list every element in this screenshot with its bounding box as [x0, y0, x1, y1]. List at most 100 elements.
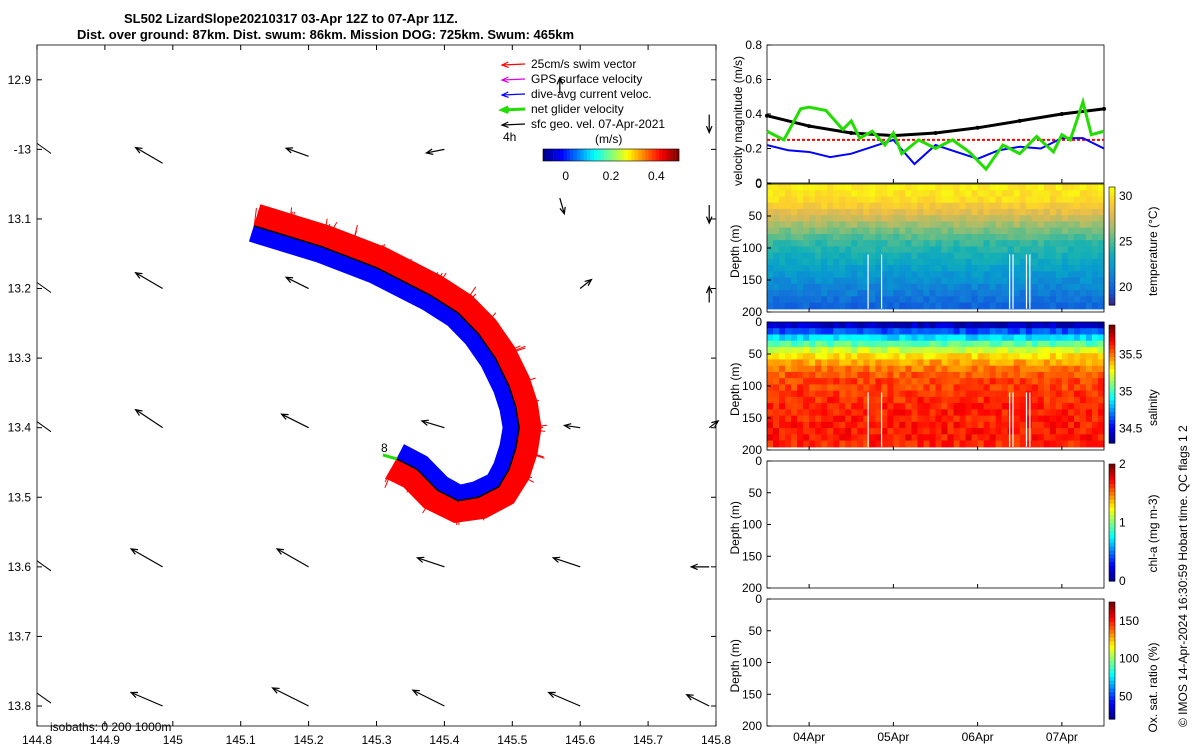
heatmap-cell-temperature: [827, 202, 834, 210]
heatmap-cell-temperature: [803, 283, 810, 291]
geo-velocity-arrow: [130, 691, 163, 707]
heatmap-cell-temperature: [869, 290, 876, 297]
depth-y-tick-label: 50: [749, 624, 763, 638]
heatmap-cell-salinity: [911, 353, 919, 361]
heatmap-cell-temperature: [1019, 196, 1027, 204]
heatmap-cell-temperature: [989, 202, 997, 210]
heatmap-cell-salinity: [821, 334, 828, 342]
heatmap-cell-temperature: [977, 227, 985, 235]
heatmap-cell-temperature: [851, 215, 858, 223]
heatmap-cell-salinity: [947, 346, 955, 354]
heatmap-cell-salinity: [1031, 390, 1039, 398]
heatmap-cell-salinity: [917, 371, 925, 379]
heatmap-cell-temperature: [941, 283, 949, 291]
heatmap-cell-salinity: [767, 346, 774, 354]
heatmap-cell-salinity: [1019, 359, 1027, 367]
heatmap-cell-salinity: [827, 409, 834, 417]
heatmap-cell-temperature: [1013, 240, 1021, 247]
map-colorbar-segment: [617, 149, 622, 161]
heatmap-cell-temperature: [1037, 271, 1045, 279]
heatmap-cell-salinity: [833, 384, 840, 392]
geo-velocity-arrow: [276, 548, 309, 568]
heatmap-cell-salinity: [1031, 415, 1039, 423]
heatmap-cell-temperature: [1007, 240, 1015, 247]
heatmap-cell-temperature: [773, 240, 780, 247]
heatmap-cell-temperature: [1007, 246, 1015, 254]
heatmap-cell-temperature: [995, 227, 1003, 235]
heatmap-cell-temperature: [851, 190, 858, 198]
heatmap-cell-temperature: [1031, 227, 1039, 235]
heatmap-cell-temperature: [1091, 283, 1099, 291]
heatmap-cell-salinity: [1043, 340, 1051, 348]
heatmap-cell-salinity: [785, 371, 792, 379]
colorbar-segment-oxygen: [1109, 617, 1115, 623]
heatmap-cell-salinity: [1073, 434, 1081, 442]
heatmap-cell-temperature: [941, 202, 949, 210]
heatmap-cell-temperature: [1067, 302, 1075, 310]
heatmap-cell-temperature: [1043, 265, 1051, 272]
heatmap-cell-salinity: [983, 328, 991, 336]
heatmap-cell-temperature: [1007, 190, 1015, 198]
heatmap-cell-temperature: [815, 233, 822, 241]
heatmap-cell-temperature: [917, 215, 925, 223]
colorbar-segment-chl-a: [1109, 514, 1115, 520]
heatmap-cell-temperature: [1025, 196, 1033, 204]
heatmap-cell-salinity: [935, 428, 943, 435]
heatmap-cell-temperature: [905, 246, 913, 254]
heatmap-cell-salinity: [1025, 428, 1033, 435]
heatmap-cell-salinity: [1001, 371, 1009, 379]
heatmap-cell-salinity: [1061, 334, 1069, 342]
heatmap-cell-temperature: [1013, 202, 1021, 210]
heatmap-cell-salinity: [953, 328, 961, 336]
heatmap-cell-temperature: [1013, 258, 1021, 266]
heatmap-cell-salinity: [917, 334, 925, 342]
heatmap-cell-salinity: [845, 421, 852, 429]
geo-velocity-arrow-head: [275, 548, 285, 555]
heatmap-cell-salinity: [785, 353, 792, 361]
heatmap-cell-salinity: [1091, 396, 1099, 404]
heatmap-cell-salinity: [857, 340, 864, 348]
heatmap-cell-temperature: [1085, 258, 1093, 266]
heatmap-cell-salinity: [851, 328, 858, 336]
geo-velocity-arrow-head: [562, 423, 572, 430]
heatmap-cell-temperature: [809, 215, 816, 223]
heatmap-cell-salinity: [851, 384, 858, 392]
heatmap-cell-temperature: [1079, 221, 1087, 229]
heatmap-cell-salinity: [827, 365, 834, 373]
heatmap-cell-temperature: [947, 202, 955, 210]
heatmap-cell-temperature: [773, 221, 780, 229]
heatmap-cell-temperature: [977, 252, 985, 260]
colorbar-segment-oxygen: [1109, 668, 1115, 673]
heatmap-cell-temperature: [881, 290, 888, 297]
heatmap-cell-temperature: [977, 208, 985, 216]
swim-vector-arrow: [431, 490, 439, 507]
heatmap-cell-salinity: [899, 403, 907, 410]
heatmap-cell-salinity: [1037, 365, 1045, 373]
heatmap-cell-salinity: [929, 409, 937, 417]
heatmap-cell-salinity: [839, 353, 846, 361]
heatmap-cell-salinity: [845, 322, 852, 329]
heatmap-cell-salinity: [977, 396, 985, 404]
heatmap-cell-temperature: [995, 271, 1003, 279]
heatmap-cell-temperature: [1091, 265, 1099, 272]
heatmap-cell-temperature: [959, 296, 967, 304]
heatmap-cell-salinity: [953, 322, 961, 329]
colorbar-segment-oxygen: [1109, 602, 1115, 607]
heatmap-cell-temperature: [959, 215, 967, 223]
heatmap-cell-salinity: [911, 415, 919, 423]
heatmap-cell-temperature: [767, 277, 774, 285]
heatmap-cell-temperature: [959, 302, 967, 310]
heatmap-cell-temperature: [1043, 233, 1051, 241]
heatmap-cell-temperature: [983, 215, 991, 223]
heatmap-cell-salinity: [965, 378, 973, 385]
heatmap-cell-salinity: [1019, 403, 1027, 410]
heatmap-cell-salinity: [1079, 409, 1087, 417]
heatmap-cell-temperature: [851, 277, 858, 285]
heatmap-cell-salinity: [1061, 353, 1069, 361]
heatmap-cell-salinity: [767, 428, 774, 435]
heatmap-cell-salinity: [845, 440, 852, 448]
heatmap-cell-temperature: [827, 246, 834, 254]
colorbar-segment-oxygen: [1109, 637, 1115, 642]
heatmap-cell-salinity: [1067, 415, 1075, 423]
heatmap-cell-temperature: [869, 258, 876, 266]
